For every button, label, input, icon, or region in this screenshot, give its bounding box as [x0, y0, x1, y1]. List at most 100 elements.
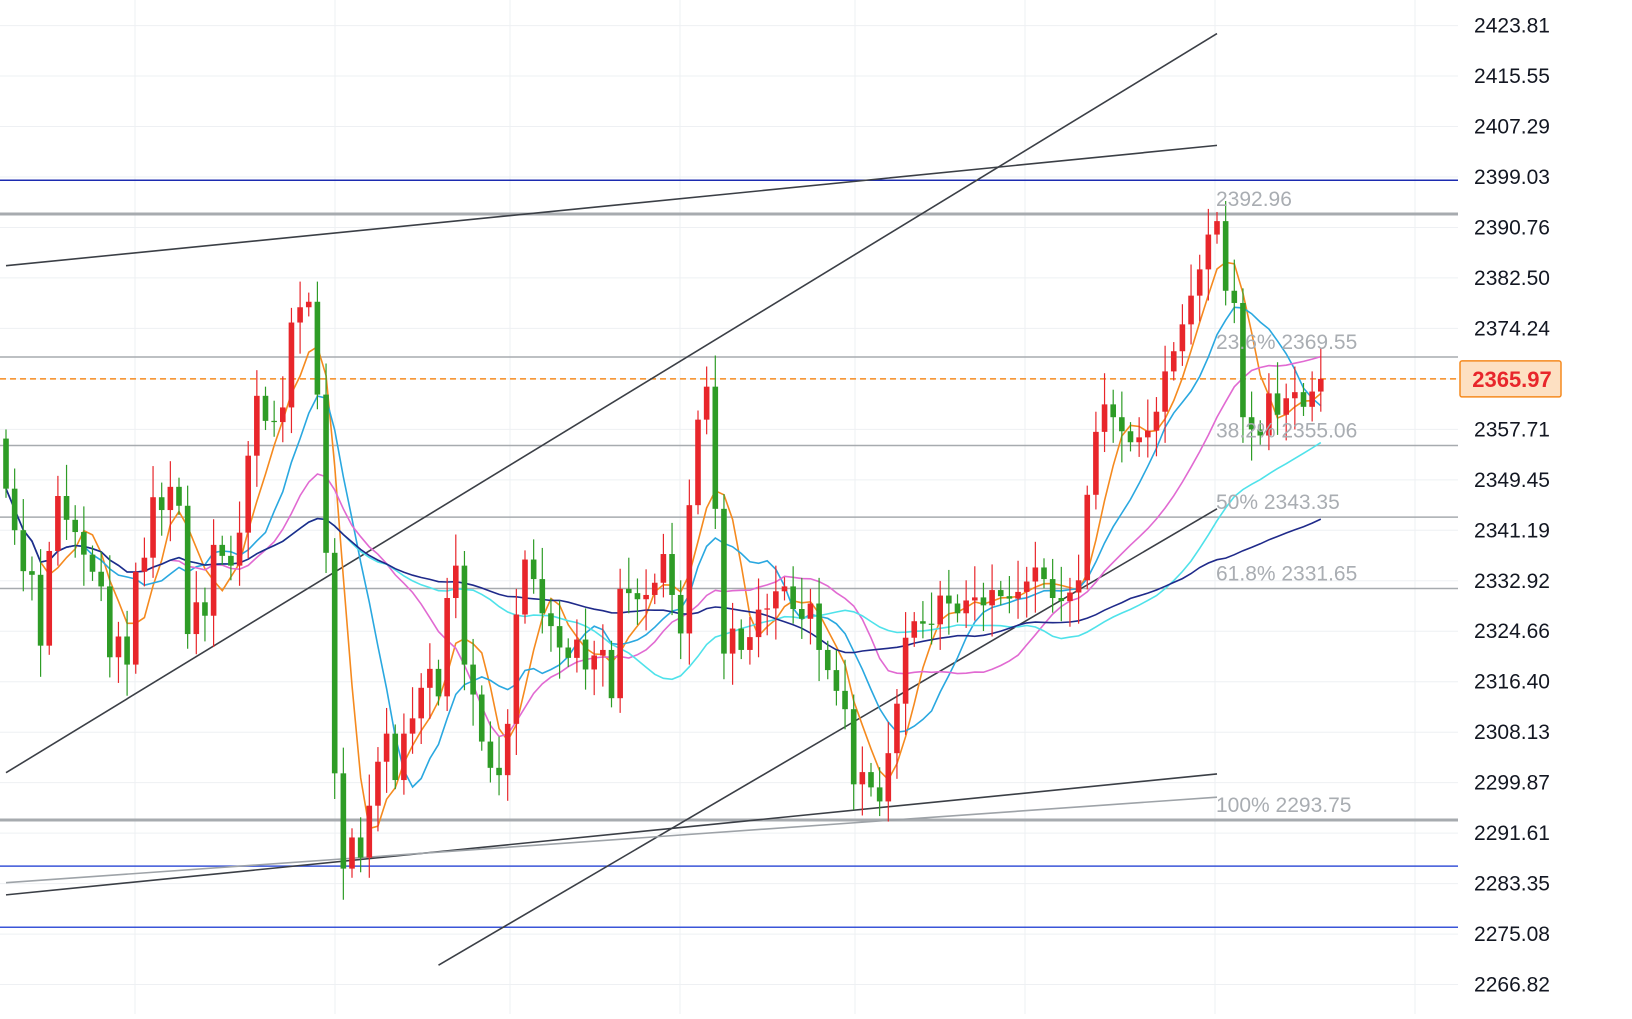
- candle-body: [548, 613, 554, 627]
- candle-body: [530, 559, 537, 580]
- price-axis[interactable]: 2423.81 2415.55 2407.29 2399.03 2390.76 2382.…: [1459, 15, 1562, 997]
- candle-body: [314, 301, 321, 395]
- candle-body: [539, 579, 546, 614]
- price-tick-label: 2415.55: [1474, 65, 1550, 88]
- price-tick-label: 2399.03: [1474, 166, 1550, 189]
- candle-body: [427, 668, 433, 688]
- candles: [3, 200, 1324, 900]
- fibonacci-labels: 2392.96 23.6% 2369.55 38.2% 2355.06 50% 234…: [1216, 188, 1357, 817]
- candle-body: [669, 554, 675, 595]
- candle-body: [383, 733, 390, 762]
- candle-body: [513, 614, 520, 724]
- candle-body: [712, 386, 719, 509]
- candle-body: [1093, 431, 1099, 495]
- candle-body: [764, 608, 770, 610]
- candle-body: [115, 636, 122, 658]
- candle-body: [470, 664, 476, 695]
- candle-body: [349, 837, 355, 869]
- candle-body: [357, 837, 364, 858]
- candle-body: [461, 565, 468, 665]
- candle-body: [1283, 398, 1289, 415]
- candle-body: [1300, 392, 1307, 407]
- candle-body: [1084, 494, 1091, 581]
- price-tick-label: 2390.76: [1474, 216, 1550, 239]
- candle-body: [288, 322, 295, 408]
- candle-body: [392, 733, 399, 781]
- trend-line: [5, 796, 1218, 884]
- candle-body: [219, 544, 226, 556]
- candle-body: [677, 594, 684, 634]
- candle-body: [176, 486, 182, 506]
- ma-20-line: [5, 355, 1322, 738]
- trend-line: [5, 144, 1218, 267]
- candle-body: [3, 438, 9, 489]
- candle-body: [210, 544, 217, 616]
- candle-body: [401, 733, 407, 781]
- candle-body: [885, 753, 892, 802]
- candle-body: [747, 637, 753, 650]
- candle-body: [375, 761, 381, 806]
- price-tick-label: 2357.71: [1474, 418, 1550, 441]
- candle-body: [1075, 580, 1082, 593]
- fib-level-label: 23.6% 2369.55: [1216, 331, 1357, 354]
- candle-body: [158, 497, 165, 511]
- candle-body: [1145, 430, 1151, 438]
- candle-body: [608, 649, 615, 699]
- candle-body: [453, 565, 459, 599]
- candle-body: [1153, 411, 1160, 431]
- candle-body: [816, 603, 822, 650]
- candle-body: [651, 582, 658, 595]
- candle-body: [202, 602, 208, 616]
- candle-body: [1067, 592, 1073, 602]
- candle-body: [228, 555, 234, 566]
- candle-body: [928, 623, 935, 625]
- price-tick-label: 2332.92: [1474, 570, 1550, 593]
- current-price-tag: [1459, 360, 1562, 398]
- price-tick-label: 2324.66: [1474, 620, 1550, 643]
- candle-body: [833, 670, 840, 691]
- candle-body: [1214, 221, 1220, 235]
- candle-body: [617, 588, 623, 699]
- candle-body: [695, 419, 701, 506]
- candle-body: [89, 554, 96, 572]
- candle-body: [409, 718, 416, 734]
- price-tick-label: 2275.08: [1474, 923, 1550, 946]
- candle-body: [1309, 391, 1315, 407]
- fib-level-label: 100% 2293.75: [1216, 794, 1351, 817]
- candle-body: [132, 571, 139, 665]
- candle-body: [1058, 598, 1065, 602]
- candle-body: [1032, 567, 1039, 582]
- candle-body: [504, 723, 511, 776]
- candle-body: [418, 687, 424, 719]
- candle-body: [842, 690, 848, 710]
- candle-body: [902, 637, 909, 704]
- candle-body: [824, 649, 831, 671]
- candle-body: [522, 559, 528, 615]
- candle-body: [1179, 324, 1186, 352]
- current-price-label: 2365.97: [1472, 367, 1552, 392]
- candle-body: [305, 301, 312, 308]
- candle-body: [1041, 567, 1047, 580]
- candle-body: [868, 772, 874, 788]
- fib-level-label: 38.2% 2355.06: [1216, 420, 1357, 443]
- candle-body: [435, 668, 442, 697]
- candle-body: [600, 649, 606, 656]
- ma-10-line: [5, 306, 1322, 789]
- candle-body: [150, 497, 156, 558]
- candle-body: [980, 597, 987, 606]
- candle-body: [72, 519, 78, 533]
- candle-body: [167, 486, 174, 511]
- candle-body: [781, 586, 788, 592]
- candle-body: [634, 593, 641, 600]
- candle-body: [1205, 234, 1212, 270]
- candle-body: [55, 496, 61, 551]
- candle-body: [937, 595, 943, 625]
- candle-body: [911, 621, 918, 638]
- price-tick-label: 2316.40: [1474, 671, 1550, 694]
- candle-body: [1318, 378, 1324, 392]
- price-tick-label: 2291.61: [1474, 822, 1550, 845]
- candle-body: [29, 571, 35, 575]
